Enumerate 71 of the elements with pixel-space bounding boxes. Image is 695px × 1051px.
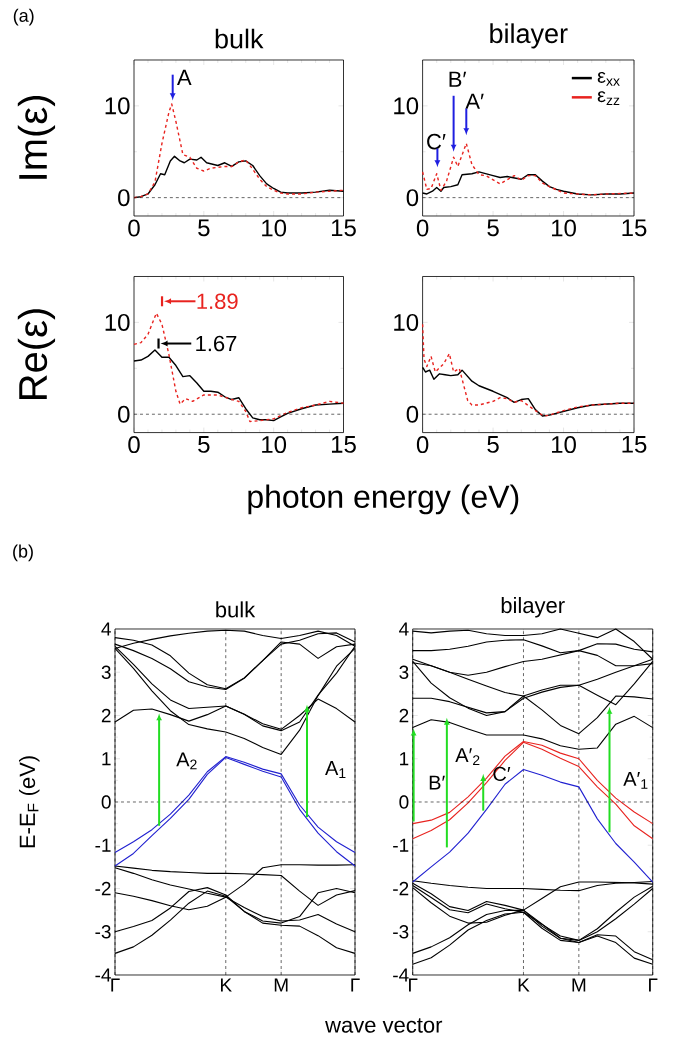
x-tick-label: M xyxy=(572,978,586,992)
x-tick-label: 10 xyxy=(262,436,287,454)
y-tick-label: -1 xyxy=(95,838,111,852)
y-tick-label: 1 xyxy=(102,752,111,766)
annotation: 1.89 xyxy=(197,293,238,310)
y-tick-label: 0 xyxy=(101,795,111,809)
annotation: A$_{1}$ xyxy=(325,761,346,778)
x-tick-label: 10 xyxy=(552,219,576,237)
y-tick-label: 4 xyxy=(101,622,111,636)
y-tick-label: -3 xyxy=(393,925,409,939)
x-tick-label: 5 xyxy=(487,436,499,453)
text: (b) xyxy=(13,544,33,562)
y-tick-label: 10 xyxy=(394,97,419,115)
annotation: A′$_{2}$ xyxy=(455,748,480,766)
chart-title: bulk xyxy=(216,601,256,618)
y-tick-label: 0 xyxy=(406,189,419,207)
x-tick-label: 10 xyxy=(552,436,576,454)
x-tick-label: K xyxy=(221,978,232,992)
annotation: C′ xyxy=(427,133,446,150)
annotation: C′ xyxy=(493,766,511,781)
x-tick-label: 15 xyxy=(331,436,356,453)
annotation: B′ xyxy=(429,775,445,790)
y-tick-label: 0 xyxy=(406,405,419,423)
y-tick-label: -2 xyxy=(393,881,409,896)
y-tick-label: 0 xyxy=(118,189,130,207)
x-tick-label: 5 xyxy=(198,436,210,453)
x-tick-label: 10 xyxy=(262,219,287,237)
annotation: A′ xyxy=(465,93,484,109)
x-tick-label: Γ xyxy=(111,978,120,992)
y-axis-title: E-E$_{F}$ (eV) xyxy=(18,756,40,848)
y-tick-label: -4 xyxy=(393,968,409,982)
annotation: 1.67 xyxy=(196,335,237,352)
y-tick-label: -3 xyxy=(95,925,111,939)
chart-title: bulk xyxy=(215,28,264,49)
chart-title: bilayer xyxy=(490,23,568,49)
y-tick-label: 10 xyxy=(105,97,130,115)
legend-label: ε$_{xx}$ xyxy=(597,71,620,86)
y-tick-label: 4 xyxy=(399,622,409,636)
y-tick-label: 10 xyxy=(105,313,130,331)
annotation: A xyxy=(176,69,192,85)
y-axis-title: Im(ε) xyxy=(17,96,56,179)
y-tick-label: 3 xyxy=(101,665,111,679)
chart-title: bilayer xyxy=(501,596,565,618)
y-tick-label: 0 xyxy=(399,795,409,809)
x-tick-label: 5 xyxy=(198,219,210,237)
x-tick-label: M xyxy=(274,978,288,992)
y-tick-label: -1 xyxy=(393,838,409,852)
y-tick-label: 0 xyxy=(118,405,130,423)
x-tick-label: 15 xyxy=(331,219,356,237)
y-tick-label: -4 xyxy=(95,968,111,982)
text: (a) xyxy=(13,8,34,26)
x-tick-label: Γ xyxy=(649,978,658,992)
annotation: B′ xyxy=(449,71,467,87)
y-axis-title: Re(ε) xyxy=(17,309,56,400)
x-axis-title: wave vector xyxy=(325,1018,443,1033)
y-tick-label: 2 xyxy=(399,708,409,723)
y-tick-label: -2 xyxy=(95,881,111,896)
y-tick-label: 2 xyxy=(101,708,111,723)
y-tick-label: 1 xyxy=(400,752,409,766)
x-tick-label: 5 xyxy=(487,219,499,237)
x-tick-label: 15 xyxy=(622,436,647,453)
x-tick-label: Γ xyxy=(351,978,360,992)
annotation: A′$_{1}$ xyxy=(623,771,648,789)
annotation: A$_{2}$ xyxy=(176,752,197,770)
x-tick-label: Γ xyxy=(409,978,418,992)
legend-label: ε$_{zz}$ xyxy=(597,91,620,106)
x-axis-title: photon energy (eV) xyxy=(248,484,519,515)
x-tick-label: K xyxy=(518,978,530,992)
x-tick-label: 15 xyxy=(622,219,647,237)
y-tick-label: 10 xyxy=(394,313,419,331)
y-tick-label: 3 xyxy=(399,665,409,679)
